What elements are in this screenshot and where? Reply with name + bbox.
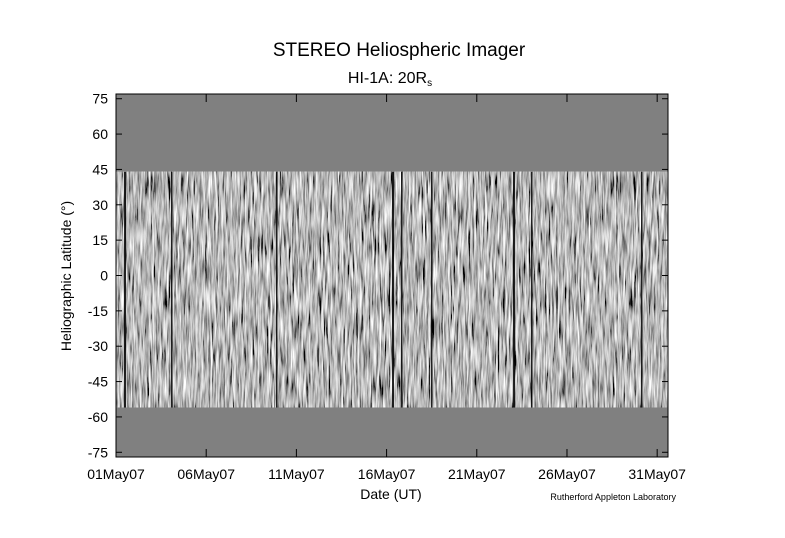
y-tick-label: 0 — [100, 268, 108, 284]
streak-line — [431, 171, 433, 408]
x-axis-label: Date (UT) — [360, 486, 421, 502]
chart-title: STEREO Heliospheric Imager — [273, 40, 526, 61]
y-tick-label: 45 — [92, 161, 108, 177]
y-tick-label: 75 — [92, 91, 108, 107]
streak-line — [392, 171, 394, 408]
x-tick-label: 21May07 — [448, 466, 506, 482]
credit-text: Rutherford Appleton Laboratory — [550, 492, 676, 502]
streak-line — [124, 171, 126, 408]
streak-line — [276, 171, 278, 408]
y-axis-label: Heliographic Latitude (°) — [58, 201, 74, 351]
x-tick-label: 01May07 — [87, 466, 145, 482]
y-tick-label: -45 — [88, 374, 108, 390]
y-tick-label: -30 — [88, 338, 108, 354]
dark-streaks — [124, 171, 643, 408]
y-tick-label: 30 — [92, 197, 108, 213]
streak-line — [513, 171, 515, 408]
y-tick-label: 60 — [92, 126, 108, 142]
chart-subtitle-sub: s — [427, 78, 432, 89]
x-tick-label: 06May07 — [177, 466, 235, 482]
y-tick-label: 15 — [92, 232, 108, 248]
y-ticks: 75 60 45 30 15 0 -15 -30 -45 -60 -75 — [88, 91, 668, 460]
x-tick-label: 26May07 — [538, 466, 596, 482]
x-ticks: 01May07 06May07 11May07 16May07 21May07 26May… — [87, 94, 686, 482]
y-tick-label: -60 — [88, 409, 108, 425]
streak-line — [641, 171, 643, 408]
streak-line — [171, 171, 173, 408]
chart-subtitle: HI-1A: 20Rs — [348, 70, 432, 89]
x-tick-label: 31May07 — [628, 466, 686, 482]
x-tick-label: 11May07 — [268, 466, 325, 482]
streak-line — [401, 171, 403, 408]
y-tick-label: -75 — [88, 444, 108, 460]
chart-subtitle-main: HI-1A: 20R — [348, 70, 427, 87]
streak-line — [531, 171, 533, 408]
x-tick-label: 16May07 — [358, 466, 416, 482]
y-tick-label: -15 — [88, 303, 108, 319]
